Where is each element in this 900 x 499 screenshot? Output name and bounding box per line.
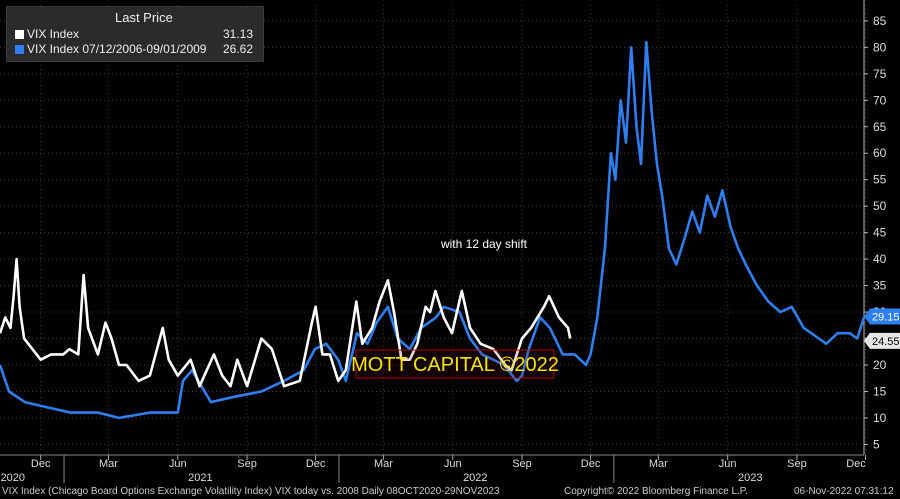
y-tick-label: 60: [873, 146, 887, 160]
value-label-text: 29.15: [872, 312, 900, 324]
legend-item-vix-today: VIX Index: [15, 27, 79, 41]
series-line-vix-2008: [0, 40, 866, 420]
y-tick-label: 45: [873, 226, 887, 240]
shift-annotation: with 12 day shift: [440, 237, 528, 251]
legend-item-vix-2008: VIX Index 07/12/2006-09/01/2009: [15, 42, 206, 56]
value-label-box: [864, 332, 900, 349]
year-label: 2022: [463, 472, 487, 484]
x-tick-label: Sep: [512, 458, 532, 470]
footer-copyright: Copyright© 2022 Bloomberg Finance L.P.: [564, 486, 748, 497]
y-tick-label: 20: [873, 358, 887, 372]
legend-swatch-blue: [15, 45, 24, 54]
y-tick-label: 10: [873, 411, 887, 425]
y-tick-label: 15: [873, 384, 887, 398]
x-tick-label: Sep: [237, 458, 257, 470]
y-tick-label: 65: [873, 120, 887, 134]
legend-value: 26.62: [222, 42, 253, 56]
legend-value: 31.13: [222, 27, 253, 41]
y-tick-label: 40: [873, 252, 887, 266]
watermark-group: MOTT CAPITAL ©2022: [351, 349, 559, 379]
value-label-text: 24.55: [872, 336, 900, 348]
x-tick-label: Jun: [169, 458, 187, 470]
year-label: 2021: [188, 472, 212, 484]
legend-label: VIX Index: [27, 27, 80, 41]
y-tick-label: 55: [873, 173, 887, 187]
y-tick-label: 5: [873, 437, 880, 451]
legend-header: Last Price: [115, 10, 173, 25]
watermark-text: MOTT CAPITAL ©2022: [351, 354, 559, 376]
watermark-box: [355, 349, 555, 379]
x-tick-label: Mar: [374, 458, 393, 470]
y-tick-label: 35: [873, 279, 887, 293]
x-tick-label: Dec: [581, 458, 601, 470]
y-tick-label: 70: [873, 93, 887, 107]
y-tick-label: 75: [873, 67, 887, 81]
x-tick-label: Dec: [31, 458, 51, 470]
x-tick-label: Mar: [99, 458, 118, 470]
x-tick-label: Sep: [787, 458, 807, 470]
legend-label: VIX Index 07/12/2006-09/01/2009: [27, 42, 207, 56]
y-tick-label: 80: [873, 40, 887, 54]
legend: Last Price VIX Index 31.13 VIX Index 07/…: [6, 6, 264, 62]
year-label: 2023: [738, 472, 762, 484]
y-tick-label: 85: [873, 14, 887, 28]
x-tick-label: Mar: [649, 458, 668, 470]
year-label: 2020: [1, 472, 25, 484]
value-labels: 29.15 24.55: [864, 308, 900, 349]
footer: VIX Index (Chicago Board Options Exchang…: [0, 485, 900, 499]
footer-timestamp: 06-Nov-2022 07:31:12: [794, 486, 894, 497]
value-label-box: [864, 308, 900, 325]
footer-description: VIX Index (Chicago Board Options Exchang…: [2, 486, 500, 497]
x-tick-label: Jun: [719, 458, 737, 470]
gridlines: [0, 5, 867, 455]
series-line-vix-today: [0, 257, 572, 388]
legend-swatch-white: [15, 30, 24, 39]
y-tick-label: 50: [873, 199, 887, 213]
x-tick-label: Dec: [306, 458, 326, 470]
x-tick-label: Dec: [846, 458, 866, 470]
x-tick-label: Jun: [444, 458, 462, 470]
x-axis: Dec Mar Jun Sep Dec Mar Jun Sep Dec Mar Jun Sep Dec 2…: [0, 454, 866, 484]
series-lines: [0, 40, 866, 420]
